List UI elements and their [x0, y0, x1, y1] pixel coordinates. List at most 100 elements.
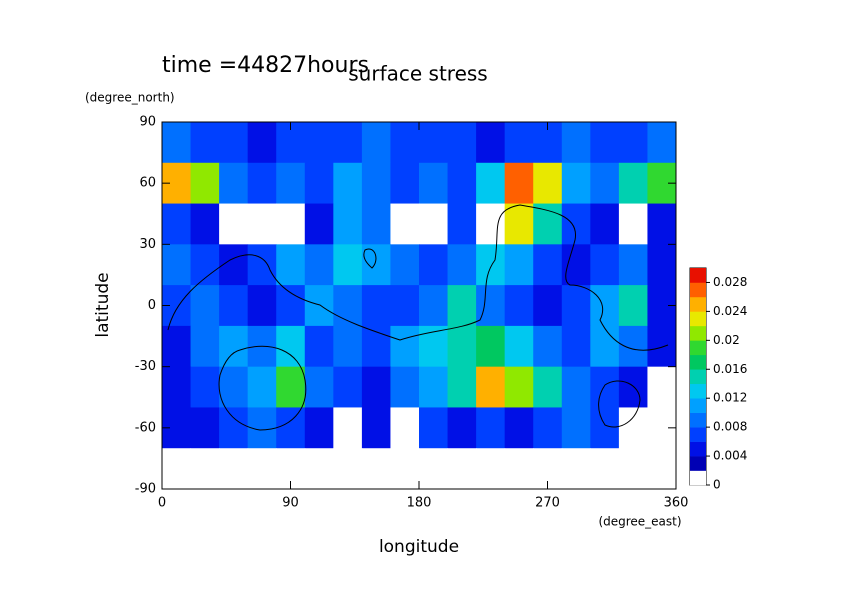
field-cell	[590, 122, 620, 164]
field-cell	[190, 448, 220, 490]
field-cell	[561, 366, 591, 408]
y-tick-label: 90	[139, 115, 156, 130]
field-cell	[476, 122, 506, 164]
field-cell	[533, 366, 563, 408]
field-cell	[618, 366, 648, 408]
field-cell	[618, 162, 648, 205]
field-cell	[504, 407, 534, 449]
colorbar-tick-label: 0.024	[713, 304, 747, 318]
field-cell	[618, 448, 648, 490]
field-cell	[504, 244, 534, 286]
field-cell	[219, 122, 249, 164]
field-cell	[390, 285, 420, 327]
field-cell	[304, 122, 334, 164]
field-cell	[618, 285, 648, 327]
field-cell	[333, 244, 363, 286]
field-cell	[333, 407, 363, 449]
field-cell	[447, 407, 477, 449]
y-tick-label: -60	[135, 420, 156, 435]
field-cell	[647, 203, 677, 245]
field-cell	[361, 285, 391, 327]
field-cell	[647, 244, 677, 286]
y-tick-label: 60	[139, 176, 156, 191]
colorbar-band	[690, 441, 706, 457]
field-cell	[561, 407, 591, 449]
colorbar-tick-label: 0.02	[713, 333, 740, 347]
field-cell	[247, 162, 277, 205]
field-cell	[590, 244, 620, 286]
colorbar-band	[690, 412, 706, 428]
colorbar-tick-label: 0.008	[713, 420, 747, 434]
field-cell	[447, 244, 477, 286]
field-cell	[561, 285, 591, 327]
field-cell	[190, 325, 220, 368]
colorbar-band	[690, 369, 706, 385]
field-cell	[533, 162, 563, 205]
field-cell	[219, 285, 249, 327]
field-cell	[419, 366, 449, 408]
field-cell	[190, 285, 220, 327]
field-cell	[276, 203, 306, 245]
field-cell	[276, 325, 306, 368]
field-cell	[247, 285, 277, 327]
field-cell	[276, 407, 306, 449]
field-cell	[561, 448, 591, 490]
field-cell	[476, 203, 506, 245]
field-cell	[504, 325, 534, 368]
colorbar-band	[690, 427, 706, 442]
field-cell	[590, 366, 620, 408]
field-cell	[419, 325, 449, 368]
colorbar-band	[690, 325, 706, 341]
field-cell	[390, 407, 420, 449]
field-cell	[561, 122, 591, 164]
colorbar-tick-label: 0.012	[713, 391, 747, 405]
field-cell	[219, 162, 249, 205]
field-cell	[219, 244, 249, 286]
field-cell	[162, 366, 192, 408]
field-cell	[247, 366, 277, 408]
field-cell	[447, 203, 477, 245]
y-tick-label: 30	[139, 237, 156, 252]
field-cell	[333, 162, 363, 205]
field-cell	[561, 244, 591, 286]
field-cell	[276, 244, 306, 286]
field-cell	[333, 366, 363, 408]
colorbar-band	[690, 268, 706, 283]
field-cell	[561, 203, 591, 245]
field-cell	[476, 162, 506, 205]
field-cell	[447, 366, 477, 408]
colorbar-band	[690, 456, 706, 471]
x-unit: (degree_east)	[598, 515, 681, 529]
field-cell	[533, 285, 563, 327]
field-cell	[304, 325, 334, 368]
field-cell	[219, 325, 249, 368]
field-cell	[476, 448, 506, 490]
x-tick-label: 180	[407, 496, 432, 511]
field-cell	[390, 203, 420, 245]
field-cell	[618, 244, 648, 286]
field-cell	[276, 366, 306, 408]
field-cell	[304, 244, 334, 286]
field-cell	[276, 285, 306, 327]
field-cell	[647, 325, 677, 368]
field-cell	[247, 244, 277, 286]
colorbar-band	[690, 311, 706, 327]
field-cell	[162, 203, 192, 245]
field-cell	[333, 285, 363, 327]
field-cell	[419, 203, 449, 245]
field-cell	[247, 448, 277, 490]
field-cell	[247, 122, 277, 164]
field-cell	[333, 122, 363, 164]
field-cell	[219, 203, 249, 245]
field-cell	[390, 448, 420, 490]
field-cell	[361, 122, 391, 164]
colorbar-tick-label: 0	[713, 478, 721, 492]
colorbar-band	[690, 282, 706, 298]
field-cell	[190, 162, 220, 205]
field-cell	[190, 366, 220, 408]
field-cell	[333, 325, 363, 368]
colorbar-tick-label: 0.004	[713, 449, 747, 463]
field-cell	[390, 244, 420, 286]
field-cell	[476, 407, 506, 449]
field-cell	[333, 448, 363, 490]
